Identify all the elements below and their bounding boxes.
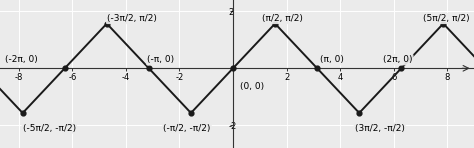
Point (398, 67, 405, 70)
Point (61, 67, 69, 70)
Text: (-3π/2, π/2): (-3π/2, π/2) (107, 14, 157, 23)
Point (356, 112, 363, 114)
Point (271, 22, 279, 25)
Text: (5π/2, π/2): (5π/2, π/2) (423, 14, 470, 23)
Point (313, 67, 321, 70)
Text: (π/2, π/2): (π/2, π/2) (263, 14, 303, 23)
Point (19, 112, 27, 114)
Text: (3π/2, -π/2): (3π/2, -π/2) (355, 124, 405, 133)
Text: (2π, 0): (2π, 0) (383, 55, 412, 64)
Text: (0, 0): (0, 0) (240, 82, 264, 91)
Text: (π, 0): (π, 0) (320, 55, 344, 64)
Point (229, 67, 237, 70)
Point (187, 112, 195, 114)
Point (145, 67, 153, 70)
Point (439, 22, 447, 25)
Text: (-π, 0): (-π, 0) (147, 55, 174, 64)
Text: (-5π/2, -π/2): (-5π/2, -π/2) (23, 124, 76, 133)
Point (103, 22, 110, 25)
Text: (-π/2, -π/2): (-π/2, -π/2) (164, 124, 211, 133)
Text: (-2π, 0): (-2π, 0) (5, 55, 38, 64)
